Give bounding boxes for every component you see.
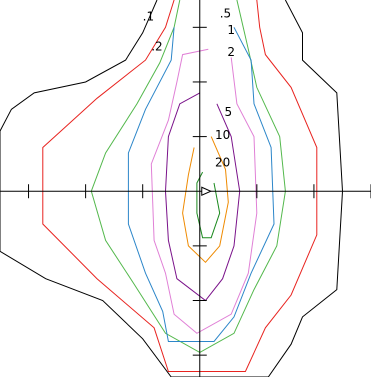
contour-label-1: .1 — [143, 9, 154, 23]
contour-level-7 — [182, 136, 229, 264]
origin-marker — [201, 186, 213, 197]
contour-level-4 — [127, 27, 275, 342]
contour-label-8: 20 — [215, 155, 230, 169]
contour-label-4: 1 — [227, 23, 235, 37]
contour-level-5 — [150, 48, 258, 334]
contour-level-6 — [164, 92, 241, 302]
contour-level-8 — [196, 171, 221, 239]
contour-lines — [0, 0, 344, 377]
contour-label-5: 2 — [227, 45, 235, 59]
contour-labels: .1 .2 .5 1 2 5 10 20 — [143, 7, 235, 170]
contour-label-6: 5 — [224, 105, 232, 119]
contour-label-7: 10 — [215, 128, 230, 142]
contour-label-2: .2 — [151, 39, 162, 53]
contour-level-1 — [0, 0, 344, 377]
contour-label-3: .5 — [220, 7, 231, 21]
contour-level-2 — [42, 0, 318, 372]
